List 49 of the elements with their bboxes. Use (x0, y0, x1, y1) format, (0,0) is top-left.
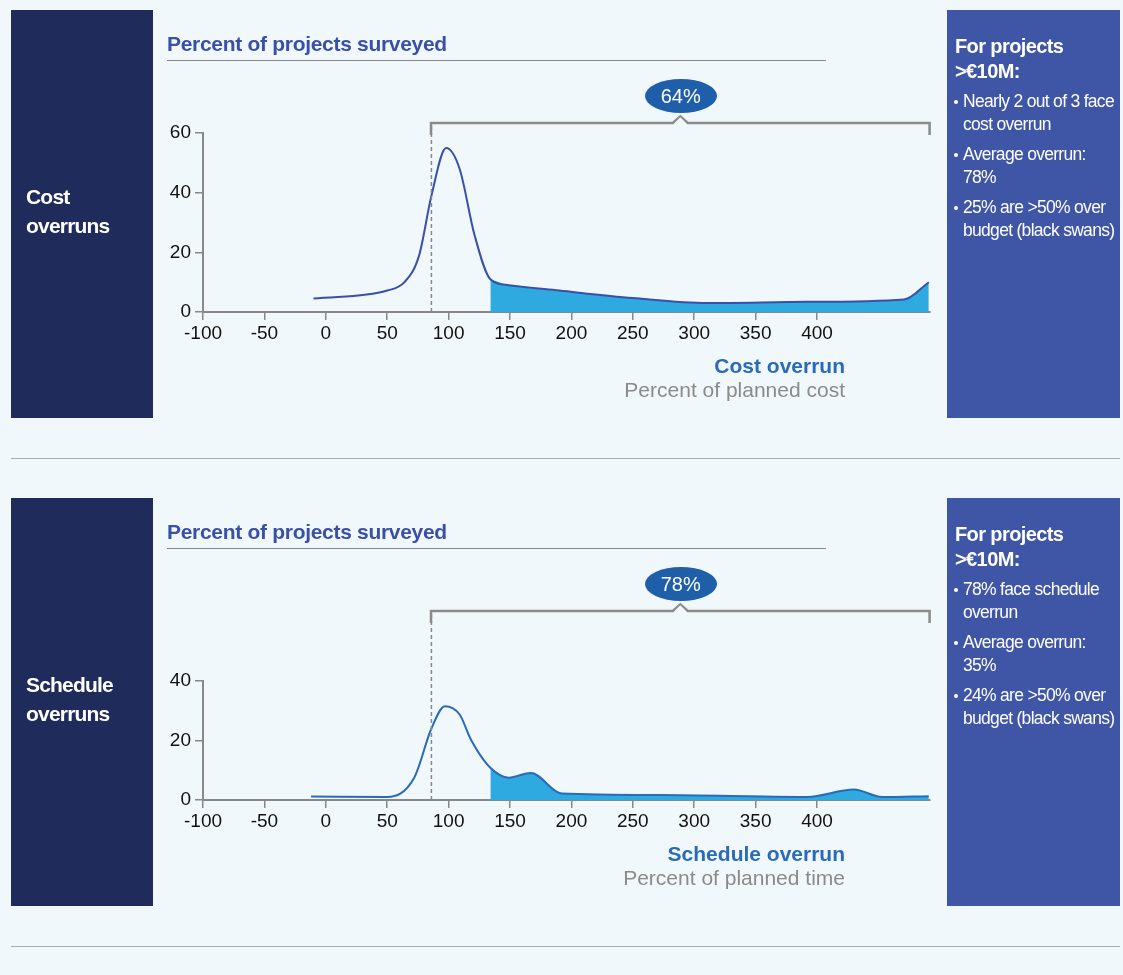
x-axis-title: Schedule overrun (666, 842, 845, 866)
line-series (310, 705, 930, 799)
x-tick-label: 100 (432, 809, 465, 831)
x-tick-label: 200 (555, 321, 588, 343)
x-tick-label: 50 (376, 321, 398, 343)
x-tick-label: 250 (616, 809, 649, 831)
text: 64% (644, 79, 717, 113)
text: For projects >€10M: (955, 34, 1065, 84)
x-tick-label: 350 (739, 321, 772, 343)
x-tick-label: -100 (183, 321, 223, 343)
y-tick-label: 0 (180, 300, 191, 322)
y-tick-label: 20 (169, 240, 191, 262)
chart-title: Schedule overruns (26, 672, 114, 727)
x-tick-label: 300 (678, 321, 711, 343)
text: Average overrun: 78% (963, 143, 1087, 189)
y-axis-title: Percent of projects surveyed (167, 520, 826, 549)
text: For projects >€10M: (955, 522, 1065, 572)
text: Percent of planned cost (624, 378, 845, 402)
x-tick-label: 350 (739, 809, 772, 831)
text: 78% face schedule overrun (963, 578, 1100, 624)
x-tick-label: 0 (320, 321, 332, 343)
x-tick-label: 400 (801, 321, 833, 343)
text: 25% are >50% over budget (black swans) (963, 196, 1116, 242)
text: Cost overruns (26, 184, 111, 239)
x-tick-label: -50 (250, 809, 279, 831)
text: 78% (644, 567, 717, 601)
text: 24% are >50% over budget (black swans) (963, 684, 1116, 730)
x-tick-label: 50 (376, 809, 398, 831)
x-tick-label: 0 (320, 809, 332, 831)
x-tick-label: 200 (555, 809, 588, 831)
x-axis-title: Cost overrun (713, 354, 845, 378)
x-tick-label: 150 (494, 321, 526, 343)
x-tick-label: 150 (494, 809, 526, 831)
text: Percent of planned time (623, 866, 845, 890)
y-tick-label: 20 (169, 728, 191, 750)
line-series (312, 147, 930, 305)
y-tick-label: 60 (169, 121, 191, 143)
y-tick-label: 0 (180, 788, 191, 810)
y-tick-label: 40 (169, 669, 191, 691)
y-tick-label: 40 (169, 181, 191, 203)
x-tick-label: -50 (250, 321, 279, 343)
text: Average overrun: 35% (963, 631, 1087, 677)
x-tick-label: 300 (678, 809, 711, 831)
x-tick-label: 250 (616, 321, 649, 343)
x-tick-label: 400 (801, 809, 833, 831)
y-axis-title: Percent of projects surveyed (167, 32, 826, 61)
text: Nearly 2 out of 3 face cost overrun (963, 90, 1115, 136)
x-tick-label: 100 (432, 321, 465, 343)
x-tick-label: -100 (183, 809, 223, 831)
